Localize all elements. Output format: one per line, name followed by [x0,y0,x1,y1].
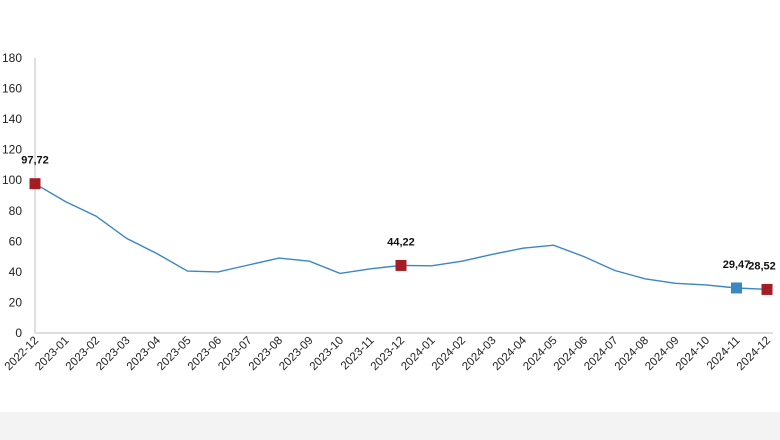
data-label: 44,22 [387,236,415,248]
data-point-marker [29,178,41,190]
data-point-marker [731,282,742,294]
x-tick-label: 2024-12 [735,335,773,373]
x-tick-label: 2024-10 [674,335,712,373]
y-tick-label: 20 [9,295,23,309]
y-tick-label: 140 [2,112,22,126]
y-tick-label: 120 [2,143,22,157]
y-tick-label: 80 [9,204,23,218]
y-tick-label: 160 [2,82,22,96]
y-tick-label: 40 [9,265,23,279]
data-label: 97,72 [21,155,49,167]
y-tick-label: 60 [9,234,23,248]
data-label: 28,52 [748,260,776,272]
y-tick-label: 100 [2,173,22,187]
data-label: 29,47 [723,259,751,271]
bottom-band [0,412,780,440]
y-tick-label: 0 [15,326,22,340]
data-point-marker [761,283,773,295]
x-tick-label: 2023-10 [308,335,346,373]
y-tick-label: 180 [2,51,22,65]
data-point-marker [395,259,407,271]
